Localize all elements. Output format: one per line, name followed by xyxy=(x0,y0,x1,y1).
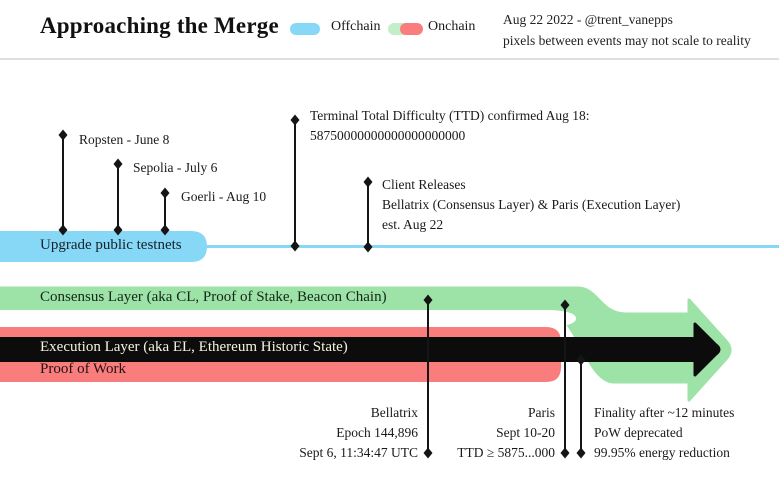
event-sepolia: Sepolia - July 6 xyxy=(133,160,218,175)
header-divider xyxy=(0,58,779,60)
bellatrix-epoch: Epoch 144,896 xyxy=(336,425,418,440)
diamond-marker xyxy=(363,176,373,188)
bellatrix-time: Sept 6, 11:34:47 UTC xyxy=(299,445,418,460)
onchain-legend-label: Onchain xyxy=(428,19,476,34)
paris-name: Paris xyxy=(528,405,555,420)
finality-line2: PoW deprecated xyxy=(594,425,683,440)
testnet-bar xyxy=(0,231,207,262)
paris-date: Sept 10-20 xyxy=(496,425,555,440)
diamond-marker xyxy=(58,129,68,141)
client-line1: Client Releases xyxy=(382,177,466,192)
event-paris: Paris Sept 10-20 TTD ≥ 5875...000 xyxy=(395,403,555,463)
event-ropsten: Ropsten - June 8 xyxy=(79,132,170,147)
consensus-band-label: Consensus Layer (aka CL, Proof of Stake,… xyxy=(40,289,387,305)
finality-line3: 99.95% energy reduction xyxy=(594,445,730,460)
pow-band-label: Proof of Work xyxy=(40,361,127,377)
diamond-marker xyxy=(290,114,300,126)
offchain-line xyxy=(205,245,779,248)
page-title: Approaching the Merge xyxy=(40,13,279,38)
diamond-marker xyxy=(576,354,586,366)
note-author: Aug 22 2022 - @trent_vanepps xyxy=(503,12,673,27)
execution-arrow-label: Execution Layer (aka EL, Ethereum Histor… xyxy=(40,339,348,355)
note-disclaimer: pixels between events may not scale to r… xyxy=(503,33,751,48)
diamond-marker xyxy=(576,447,586,459)
client-line2: Bellatrix (Consensus Layer) & Paris (Exe… xyxy=(382,197,681,212)
client-line3: est. Aug 22 xyxy=(382,217,444,232)
diamond-marker xyxy=(58,224,68,236)
ttd-line1: Terminal Total Difficulty (TTD) confirme… xyxy=(310,108,590,123)
diamond-marker xyxy=(290,240,300,252)
testnet-bar-label: Upgrade public testnets xyxy=(40,237,182,253)
paris-ttd: TTD ≥ 5875...000 xyxy=(457,445,555,460)
diamond-marker xyxy=(560,299,570,311)
ttd-value: 58750000000000000000000 xyxy=(310,128,466,143)
header-note: Aug 22 2022 - @trent_vanepps pixels betw… xyxy=(503,9,751,51)
event-markers xyxy=(62,120,582,453)
onchain-red-pill-icon xyxy=(400,23,423,35)
event-finality: Finality after ~12 minutes PoW deprecate… xyxy=(594,403,734,463)
diamond-marker xyxy=(113,158,123,170)
bellatrix-name: Bellatrix xyxy=(370,405,418,420)
diamond-marker xyxy=(160,187,170,199)
onchain-legend-swatch xyxy=(388,23,423,35)
diamond-marker xyxy=(363,241,373,253)
event-bellatrix: Bellatrix Epoch 144,896 Sept 6, 11:34:47… xyxy=(238,403,418,463)
event-goerli: Goerli - Aug 10 xyxy=(181,189,267,204)
event-ttd: Terminal Total Difficulty (TTD) confirme… xyxy=(310,106,590,146)
finality-line1: Finality after ~12 minutes xyxy=(594,405,735,420)
offchain-legend-swatch xyxy=(290,23,320,35)
diamond-marker xyxy=(560,447,570,459)
diamond-marker xyxy=(113,224,123,236)
offchain-legend-label: Offchain xyxy=(331,19,381,34)
diamond-markers xyxy=(58,114,586,459)
band-gap xyxy=(0,310,576,327)
diamond-marker xyxy=(423,447,433,459)
diamond-marker xyxy=(160,224,170,236)
diamond-marker xyxy=(423,294,433,306)
execution-arrow xyxy=(0,322,721,377)
event-client-releases: Client Releases Bellatrix (Consensus Lay… xyxy=(382,175,680,235)
